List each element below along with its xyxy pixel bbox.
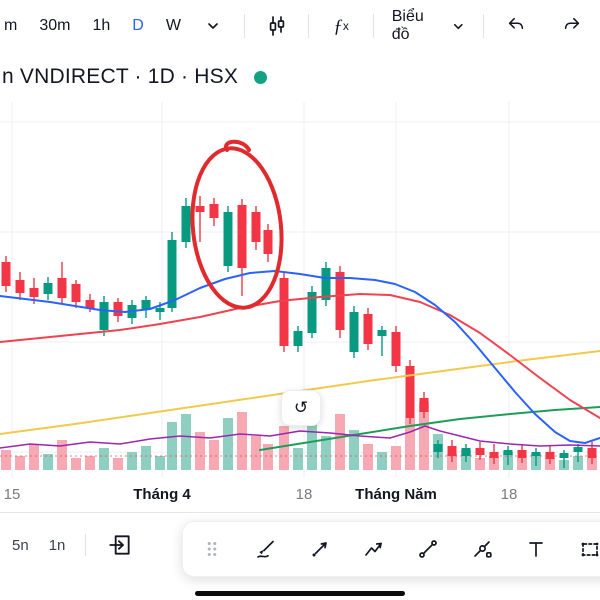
hand-drawn-circle-annotation[interactable] <box>185 139 289 312</box>
timeframe-button-m[interactable]: m <box>4 17 18 34</box>
x-axis-label: 18 <box>295 486 313 503</box>
polyline-tool-icon[interactable] <box>361 536 387 562</box>
home-indicator <box>195 591 405 596</box>
timeframe-button-D[interactable]: D <box>132 17 144 34</box>
ma-blue <box>0 270 600 444</box>
toolbar-divider <box>372 14 374 38</box>
x-axis-label: 18 <box>500 486 518 503</box>
range-button-1n[interactable]: 1n <box>48 536 66 554</box>
line-with-node-tool-icon[interactable] <box>469 536 495 562</box>
rectangle-select-tool-icon[interactable] <box>577 536 600 562</box>
timeframe-button-30m[interactable]: 30m <box>39 17 71 34</box>
fx-sub-glyph: x <box>342 19 349 33</box>
chevron-down-icon <box>454 23 464 29</box>
ma-green <box>259 406 600 451</box>
arrow-tool-icon[interactable] <box>307 536 333 562</box>
price-chart-svg[interactable] <box>0 102 600 478</box>
chart-type-dropdown[interactable]: Biểu đồ <box>392 8 465 44</box>
drawing-toolbar <box>182 521 600 577</box>
trend-line-tool-icon[interactable] <box>415 536 441 562</box>
toolbar-divider <box>483 14 484 38</box>
brush-tool-icon[interactable] <box>253 536 279 562</box>
drag-handle-icon[interactable] <box>199 536 225 562</box>
range-button-5n[interactable]: 5n <box>12 536 29 554</box>
fx-glyph: ƒ <box>333 15 343 37</box>
candles <box>1 196 597 468</box>
x-axis-label: Tháng Năm <box>355 486 437 503</box>
candlestick-style-icon[interactable] <box>263 12 290 40</box>
ma-red <box>0 293 600 419</box>
x-axis: 15 Tháng 4 18 Tháng Năm 18 <box>0 478 600 512</box>
ma-purple <box>0 425 600 449</box>
x-axis-label: 15 <box>3 486 21 503</box>
chart-type-label: Biểu đồ <box>391 8 424 43</box>
market-status-dot <box>254 70 268 84</box>
text-tool-icon[interactable] <box>523 536 549 562</box>
symbol-row[interactable]: n VNDIRECT · 1D · HSX <box>0 52 600 102</box>
timeframe-chevron-down-icon[interactable] <box>199 12 226 40</box>
toolbar-divider <box>244 14 246 38</box>
go-to-date-icon[interactable] <box>106 531 134 559</box>
timeframe-group: m 30m 1h D W <box>4 17 181 35</box>
timeframe-button-1h[interactable]: 1h <box>92 17 111 34</box>
toolbar-divider <box>308 14 310 38</box>
reload-icon: ↺ <box>293 398 309 417</box>
reload-chart-button[interactable]: ↺ <box>281 390 321 426</box>
range-buttons: 5n 1n <box>12 531 134 559</box>
timeframe-button-W[interactable]: W <box>165 17 181 34</box>
undo-button[interactable] <box>502 12 530 40</box>
symbol-title: n VNDIRECT · 1D · HSX <box>2 65 239 88</box>
history-buttons <box>502 12 586 40</box>
redo-button[interactable] <box>558 12 586 40</box>
x-axis-label: Tháng 4 <box>133 486 191 503</box>
range-divider <box>85 534 87 556</box>
bottom-bar: 5n 1n <box>0 512 600 600</box>
